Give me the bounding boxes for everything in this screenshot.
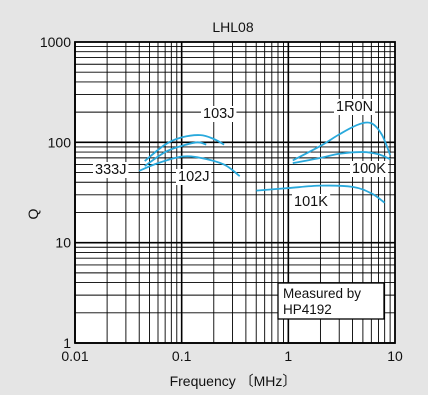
series-labels: 103J 333J 102J 1R0N 100K 101K — [93, 99, 389, 210]
series-line-100k — [256, 184, 386, 204]
series-label-1r0n: 1R0N — [334, 99, 376, 115]
y-axis-label: Q — [25, 208, 41, 219]
svg-text:102J: 102J — [178, 169, 209, 185]
series-label-103j: 103J — [201, 106, 237, 122]
x-tick-label: 0.01 — [61, 348, 88, 364]
x-tick-label: 10 — [387, 348, 403, 364]
svg-text:1R0N: 1R0N — [336, 99, 373, 115]
tick-labels: 0.01 0.1 1 10 1 10 100 1000 — [40, 34, 403, 364]
y-tick-label: 1000 — [40, 34, 71, 50]
measured-by-annotation: Measured by HP4192 — [283, 286, 365, 317]
x-tick-label: 1 — [284, 348, 292, 364]
series-line-1r0n — [292, 121, 391, 162]
x-axis-label: Frequency 〔MHz〕 — [170, 373, 297, 389]
measured-by-box: Measured by HP4192 — [277, 282, 385, 320]
series-label-100k: 100K — [350, 161, 389, 177]
series-line-103j — [144, 134, 225, 162]
series-line-102j — [138, 155, 241, 177]
svg-text:101K: 101K — [294, 194, 328, 210]
series-label-102j: 102J — [176, 169, 212, 185]
series-line-333j — [144, 141, 207, 167]
series-label-333j: 333J — [93, 162, 129, 178]
svg-text:100K: 100K — [352, 161, 386, 177]
svg-text:103J: 103J — [203, 106, 234, 122]
chart-title: LHL08 — [212, 19, 253, 35]
x-tick-label: 0.1 — [172, 348, 192, 364]
plot-frame — [74, 41, 396, 344]
y-tick-label: 10 — [55, 235, 71, 251]
series-label-101k: 101K — [292, 194, 331, 210]
curves — [138, 121, 391, 204]
y-tick-label: 1 — [63, 335, 71, 351]
series-line-101k — [292, 151, 391, 165]
y-tick-label: 100 — [48, 134, 72, 150]
svg-text:333J: 333J — [95, 162, 126, 178]
